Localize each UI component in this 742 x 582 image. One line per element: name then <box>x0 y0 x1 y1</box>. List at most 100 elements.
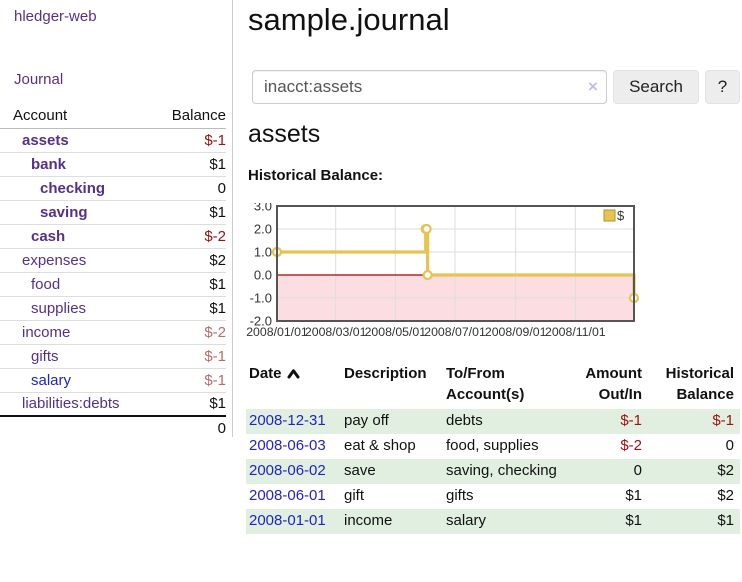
sidebar-account-link[interactable]: cash <box>31 227 66 245</box>
transaction-date-link[interactable]: 2008-06-02 <box>249 462 326 479</box>
register-balance-cell: $2 <box>717 462 734 479</box>
x-tick-label: 2008/07/01 <box>424 325 486 339</box>
account-row: income $-2 <box>0 320 226 344</box>
register-header-row: Date Description To/From Account(s) Amou… <box>246 358 740 409</box>
account-name-cell: cash <box>0 224 155 248</box>
register-header-amount: Amount Out/In <box>585 365 642 403</box>
register-description-cell: pay off <box>344 412 389 429</box>
account-balance: $2 <box>209 251 226 269</box>
sort-ascending-icon <box>287 364 300 385</box>
register-row: 2008-01-01 income salary $1 $1 <box>246 509 740 534</box>
register-amount-cell: $-1 <box>620 412 642 429</box>
register-accounts-cell: gifts <box>446 487 474 504</box>
app-title-link[interactable]: hledger-web <box>14 8 97 25</box>
search-input[interactable] <box>252 70 607 104</box>
clear-search-icon[interactable]: × <box>588 77 598 96</box>
search-form: × Search ? <box>246 70 742 104</box>
transaction-date-link[interactable]: 2008-01-01 <box>249 512 326 529</box>
register-table: Date Description To/From Account(s) Amou… <box>246 358 740 534</box>
register-description-cell: income <box>344 512 393 529</box>
x-tick-label: 2008/09/01 <box>485 325 547 339</box>
data-point-marker <box>421 223 432 235</box>
legend-swatch <box>603 209 616 222</box>
accounts-total-spacer <box>0 416 155 440</box>
sidebar-account-link[interactable]: gifts <box>31 347 59 365</box>
account-row: salary $-1 <box>0 368 226 392</box>
sidebar-account-link[interactable]: expenses <box>22 251 87 269</box>
register-description-cell: eat & shop <box>344 437 416 454</box>
account-balance: $-1 <box>204 131 226 149</box>
y-tick-label: -1.0 <box>250 291 272 306</box>
account-balance: $1 <box>209 299 226 317</box>
register-row: 2008-06-02 save saving, checking 0 $2 <box>246 459 740 484</box>
search-button[interactable]: Search <box>613 70 699 104</box>
register-header-description: Description <box>344 365 427 382</box>
account-name-cell: income <box>0 320 155 344</box>
sidebar: hledger-web Journal Account Balance asse… <box>0 0 233 437</box>
chart-label: Historical Balance: <box>248 167 384 184</box>
account-name-cell: expenses <box>0 248 155 272</box>
register-amount-cell: $1 <box>625 487 642 504</box>
account-name-cell: supplies <box>0 296 155 320</box>
register-date-cell: 2008-06-03 <box>246 434 344 459</box>
page-title: sample.journal <box>248 2 450 37</box>
plot-border <box>276 205 635 322</box>
account-row: bank $1 <box>0 152 226 176</box>
legend-label: $ <box>617 208 625 223</box>
register-header-accounts: To/From Account(s) <box>446 365 525 403</box>
register-accounts-cell: food, supplies <box>446 437 539 454</box>
sidebar-account-link[interactable]: bank <box>31 155 67 173</box>
y-tick-label: 0.0 <box>254 268 272 283</box>
register-description-cell: gift <box>344 487 365 504</box>
sidebar-account-link[interactable]: income <box>22 323 71 341</box>
register-balance-cell: 0 <box>725 437 734 454</box>
account-balance: $-1 <box>204 371 226 389</box>
register-balance-cell: $2 <box>717 487 734 504</box>
account-name-cell: liabilities:debts <box>0 392 155 416</box>
accounts-header-account: Account <box>0 103 156 129</box>
y-tick-label: 3.0 <box>254 203 272 214</box>
register-date-cell: 2008-06-01 <box>246 484 344 509</box>
sidebar-account-link[interactable]: assets <box>22 131 69 149</box>
account-row: supplies $1 <box>0 296 226 320</box>
sidebar-account-link[interactable]: food <box>31 275 61 293</box>
register-accounts-cell: debts <box>446 412 483 429</box>
account-row: expenses $2 <box>0 248 226 272</box>
sidebar-account-link[interactable]: checking <box>40 179 106 197</box>
register-row: 2008-06-01 gift gifts $1 $2 <box>246 484 740 509</box>
account-balance: $-1 <box>204 347 226 365</box>
accounts-total-row: 0 <box>0 416 226 440</box>
sidebar-account-link[interactable]: supplies <box>31 299 87 317</box>
account-balance: $-2 <box>204 323 226 341</box>
account-balance: $1 <box>209 155 226 173</box>
account-name-cell: gifts <box>0 344 155 368</box>
accounts-header-row: Account Balance <box>0 103 226 129</box>
transaction-date-link[interactable]: 2008-12-31 <box>249 412 326 429</box>
y-tick-label: 1.0 <box>254 245 272 260</box>
register-amount-cell: 0 <box>633 462 642 479</box>
register-date-cell: 2008-06-02 <box>246 459 344 484</box>
account-balance: $1 <box>209 275 226 293</box>
transaction-date-link[interactable]: 2008-06-01 <box>249 487 326 504</box>
account-name-cell: saving <box>0 200 155 224</box>
sidebar-account-link[interactable]: liabilities:debts <box>22 395 120 413</box>
main-content: sample.journal × Search ? assets Histori… <box>246 0 742 582</box>
account-row: saving $1 <box>0 200 226 224</box>
account-row: checking 0 <box>0 176 226 200</box>
x-tick-label: 2008/03/01 <box>305 325 367 339</box>
transaction-date-link[interactable]: 2008-06-03 <box>249 437 326 454</box>
account-row: cash $-2 <box>0 224 226 248</box>
register-date-cell: 2008-12-31 <box>246 409 344 434</box>
register-date-cell: 2008-01-01 <box>246 509 344 534</box>
register-description-cell: save <box>344 462 376 479</box>
sidebar-account-link[interactable]: saving <box>40 203 88 221</box>
sidebar-item-journal[interactable]: Journal <box>14 71 64 88</box>
account-row: gifts $-1 <box>0 344 226 368</box>
sidebar-account-link[interactable]: salary <box>31 371 72 389</box>
historical-balance-chart: $3.0 2.0 1.0 0.0 -1.0 -2.02008/01/012008/03/0… <box>246 203 640 339</box>
help-button[interactable]: ? <box>705 70 740 104</box>
register-header-date[interactable]: Date <box>246 358 344 409</box>
account-row: assets $-1 <box>0 128 226 152</box>
accounts-table: Account Balance assets $-1 bank $1 checking 0… <box>0 103 226 440</box>
